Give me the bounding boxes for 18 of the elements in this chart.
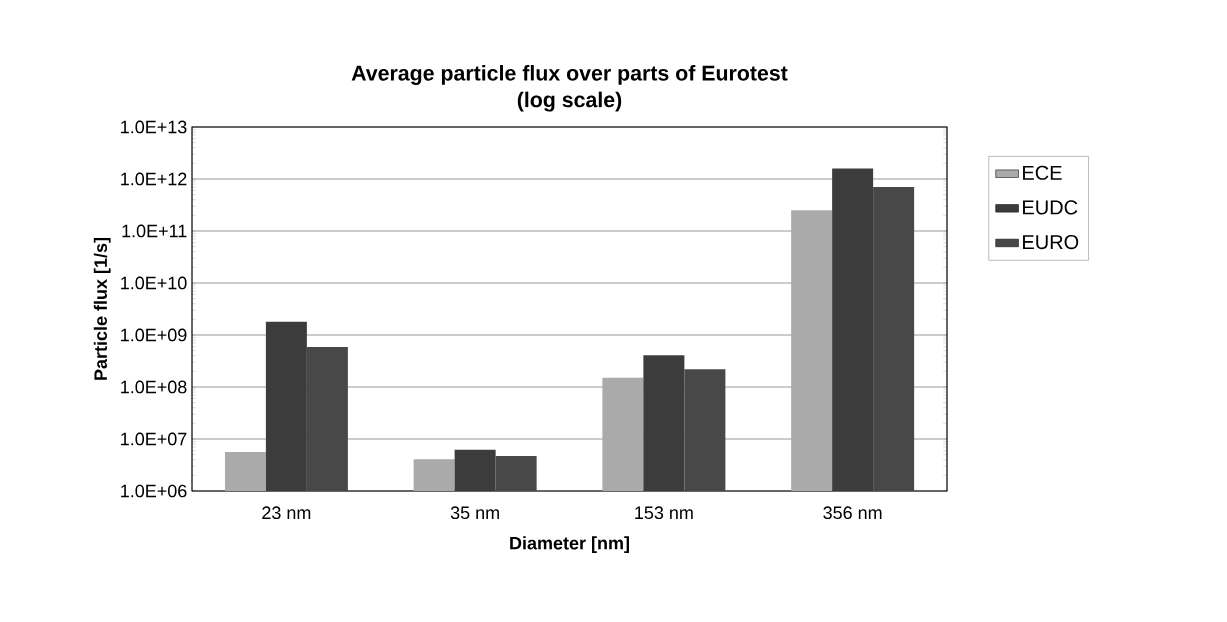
- y-axis-title: Particle flux [1/s]: [93, 238, 111, 380]
- x-axis-title: Diameter [nm]: [510, 536, 629, 554]
- y-tick-label: 1.0E+12: [121, 172, 187, 186]
- legend-label: ECE: [1023, 165, 1062, 180]
- chart-title: Average particle flux over parts of Eurotest (log scale): [351, 64, 788, 112]
- y-tick-label: 1.0E+06: [121, 484, 187, 498]
- y-tick-label: 1.0E+11: [122, 224, 187, 238]
- legend-label: EURO: [1023, 234, 1079, 250]
- y-tick-label: 1.0E+08: [121, 380, 187, 394]
- x-tick-label: 153 nm: [635, 506, 693, 520]
- y-tick-label: 1.0E+13: [121, 120, 187, 134]
- x-tick-label: 23 nm: [262, 506, 311, 520]
- legend-label: EUDC: [1023, 200, 1078, 215]
- y-tick-label: 1.0E+09: [121, 328, 187, 342]
- x-tick-label: 356 nm: [823, 506, 882, 520]
- x-tick-label: 35 nm: [450, 506, 499, 520]
- y-tick-label: 1.0E+07: [121, 432, 187, 446]
- y-tick-label: 1.0E+10: [121, 276, 187, 290]
